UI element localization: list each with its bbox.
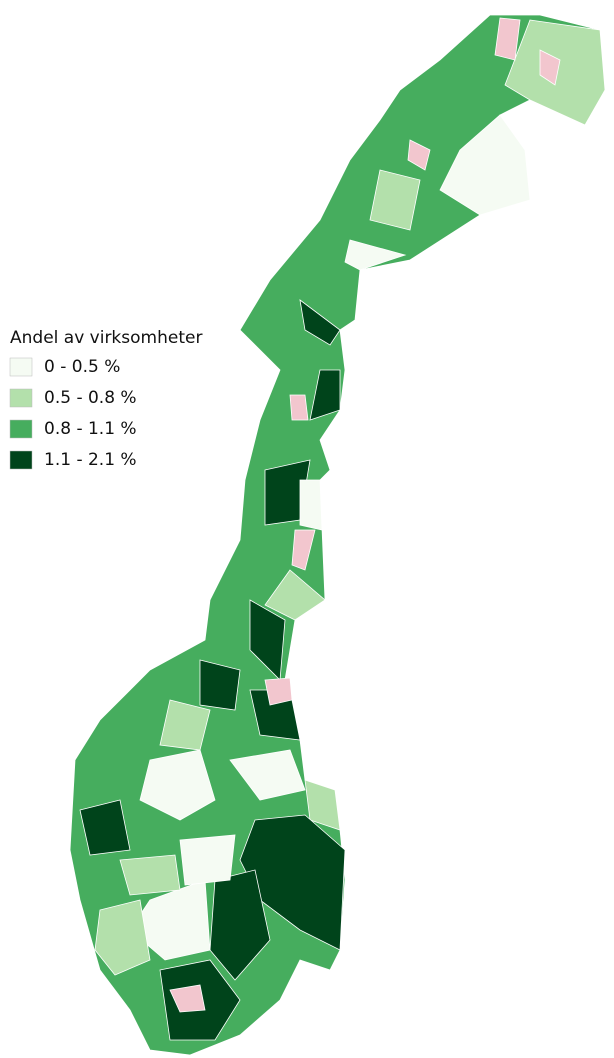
region [120, 855, 180, 895]
municipalities [70, 15, 605, 1055]
legend-label: 0.5 - 0.8 % [44, 388, 137, 408]
legend-swatch [10, 389, 32, 407]
legend: 0 - 0.5 % 0.5 - 0.8 % 0.8 - 1.1 % 1.1 - 2.1… [10, 357, 137, 470]
legend-label: 0 - 0.5 % [44, 357, 120, 377]
legend-swatch [10, 451, 32, 469]
no-data-region [290, 395, 308, 420]
region [300, 480, 322, 530]
legend-label: 0.8 - 1.1 % [44, 419, 137, 439]
no-data-region [265, 678, 292, 705]
legend-swatch [10, 420, 32, 438]
legend-title: Andel av virksomheter [10, 328, 202, 348]
legend-swatch [10, 358, 32, 376]
page: {"legend": {"title": "Andel av virksomhe… [0, 0, 614, 1058]
map: Andel av virksomheter 0 - 0.5 % 0.5 - 0.8… [0, 0, 614, 1058]
legend-label: 1.1 - 2.1 % [44, 450, 137, 470]
region [180, 835, 235, 885]
